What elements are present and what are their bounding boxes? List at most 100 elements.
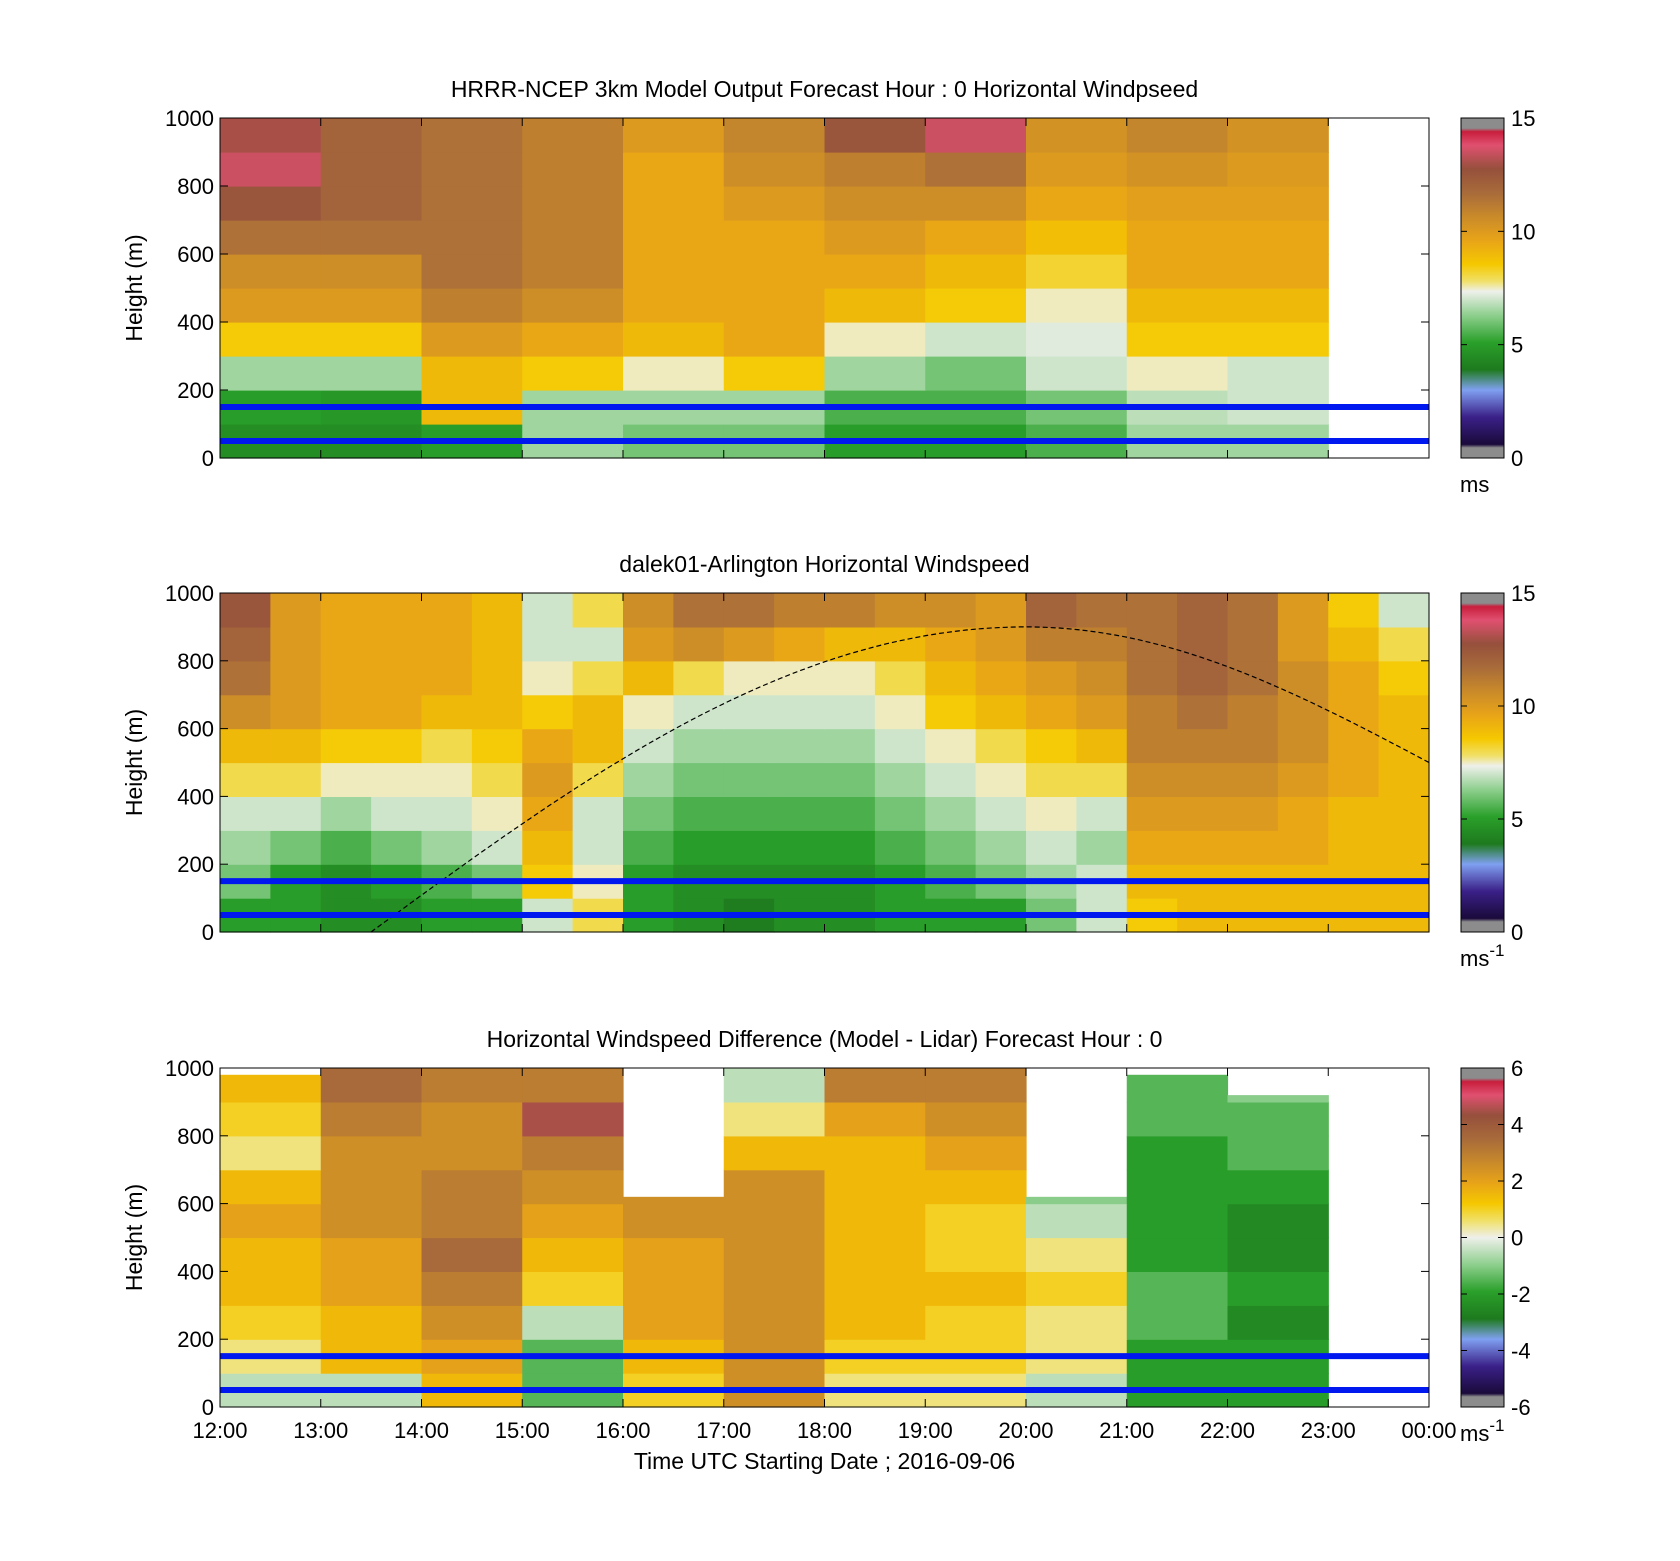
y-tick-label: 0: [202, 1395, 214, 1420]
heatmap-cell: [522, 830, 574, 865]
heatmap-cell: [673, 728, 725, 764]
heatmap-cell: [522, 288, 624, 323]
x-tick-label: 20:00: [998, 1418, 1053, 1443]
heatmap-cell: [824, 762, 876, 797]
heatmap-cell: [421, 152, 523, 187]
y-tick-label: 400: [177, 1259, 214, 1284]
heatmap-cell: [320, 322, 423, 357]
heatmap-cell: [623, 660, 674, 696]
heatmap-cell: [220, 728, 271, 764]
heatmap-cell: [421, 694, 473, 730]
heatmap-cell: [1126, 1135, 1229, 1171]
heatmap-cell: [1328, 660, 1380, 696]
heatmap-cell: [421, 728, 473, 764]
colorbar-tick-label: 15: [1511, 581, 1535, 606]
heatmap-cell: [421, 118, 523, 153]
heatmap-cell: [522, 254, 624, 289]
heatmap-cell: [522, 220, 624, 255]
colorbar-tick-label: 0: [1511, 920, 1523, 945]
heatmap-cell: [320, 1203, 423, 1239]
heatmap-cell: [1227, 626, 1279, 662]
heatmap-cell: [925, 118, 1027, 153]
heatmap-cell: [925, 254, 1027, 289]
heatmap-cell: [522, 796, 574, 831]
heatmap-cell: [1126, 830, 1178, 865]
heatmap-cell: [572, 626, 624, 662]
heatmap-cell: [1227, 1203, 1329, 1239]
heatmap-cell: [723, 356, 826, 391]
heatmap-cell: [723, 1101, 826, 1137]
heatmap-cell: [1026, 288, 1128, 323]
heatmap-cell: [975, 728, 1027, 764]
heatmap-cell: [1177, 830, 1229, 865]
heatmap-cell: [1026, 322, 1128, 357]
colorbar-2: 0 5 10 15 ms-1: [1460, 581, 1535, 971]
heatmap-cell: [723, 626, 775, 662]
heatmap-cell: [220, 1237, 322, 1272]
heatmap-cell: [623, 694, 674, 730]
colorbar-tick-label: 0: [1511, 1226, 1523, 1251]
heatmap-cell: [1026, 1237, 1128, 1272]
heatmap-cell: [1227, 1305, 1329, 1340]
heatmap-cell: [623, 356, 725, 391]
heatmap-cell: [522, 728, 574, 764]
heatmap-cell: [925, 288, 1027, 323]
heatmap-cell: [874, 728, 926, 764]
heatmap-cell: [774, 593, 826, 628]
heatmap-cell: [1177, 694, 1229, 730]
colorbar-1: 0 5 10 15 ms: [1460, 106, 1535, 497]
heatmap-cell: [673, 830, 725, 865]
x-tick-label: 22:00: [1200, 1418, 1255, 1443]
y-axis-label: Height (m): [121, 234, 147, 341]
heatmap-cell: [1026, 593, 1077, 628]
heatmap-cell: [220, 322, 322, 357]
heatmap-cell: [1378, 762, 1430, 797]
heatmap-cell: [320, 593, 372, 628]
x-tick-label: 17:00: [696, 1418, 751, 1443]
heatmap-cell: [723, 660, 775, 696]
heatmap-cell: [824, 830, 876, 865]
colorbar-3: -6 -4 -2 0 2 4 6 ms-1: [1460, 1056, 1531, 1446]
heatmap-cell: [320, 1237, 423, 1272]
heatmap-cell: [220, 1101, 322, 1137]
heatmap-cell: [925, 152, 1027, 187]
heatmap-cell: [522, 593, 574, 628]
heatmap-cell: [572, 728, 624, 764]
colorbar-gradient: [1460, 117, 1505, 459]
heatmap-cell: [220, 593, 271, 628]
heatmap-cell: [320, 728, 372, 764]
heatmap-cell: [1026, 186, 1128, 221]
heatmap-cell: [471, 626, 523, 662]
heatmap-cell: [824, 152, 926, 187]
heatmap-cell: [1378, 728, 1430, 764]
heatmap-cell: [774, 796, 826, 831]
heatmap-cell: [1227, 1135, 1329, 1171]
heatmap-cell: [1026, 356, 1128, 391]
y-tick-label: 200: [177, 1327, 214, 1352]
heatmap-cell: [1126, 288, 1229, 323]
heatmap-cell: [421, 593, 473, 628]
x-tick-label: 13:00: [293, 1418, 348, 1443]
heatmap-cell: [220, 626, 271, 662]
heatmap-cell: [522, 1203, 624, 1239]
heatmap-cell: [1126, 728, 1178, 764]
heatmap-cell: [824, 1169, 926, 1205]
heatmap-cell: [1126, 356, 1229, 391]
heatmap-cell: [874, 762, 926, 797]
heatmap-cell: [371, 626, 423, 662]
heatmap-cell: [421, 356, 523, 391]
heatmap-cell: [1026, 220, 1128, 255]
colorbar-unit-base: ms: [1460, 472, 1489, 497]
heatmap-cell: [270, 694, 322, 730]
heatmap-cell: [824, 220, 926, 255]
heatmap-cell: [572, 762, 624, 797]
heatmap-cell: [774, 830, 826, 865]
heatmap-cell: [1126, 322, 1229, 357]
y-tick-label: 800: [177, 1124, 214, 1149]
heatmap-cell: [522, 762, 574, 797]
heatmap-cell: [1177, 796, 1229, 831]
heatmap-cell: [1076, 796, 1128, 831]
heatmap-cell: [925, 220, 1027, 255]
heatmap-cell: [623, 1305, 725, 1340]
